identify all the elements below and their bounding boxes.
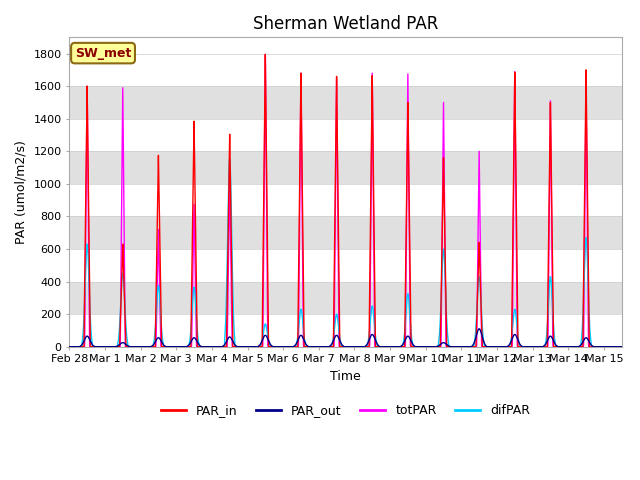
Bar (69, 282, 621, 314)
Text: SW_met: SW_met (75, 47, 131, 60)
Bar (69, 151, 621, 184)
Legend: PAR_in, PAR_out, totPAR, difPAR: PAR_in, PAR_out, totPAR, difPAR (156, 399, 536, 422)
Bar (69, 86, 621, 119)
Bar (69, 216, 621, 249)
Y-axis label: PAR (umol/m2/s): PAR (umol/m2/s) (15, 140, 28, 244)
Title: Sherman Wetland PAR: Sherman Wetland PAR (253, 15, 438, 33)
X-axis label: Time: Time (330, 370, 361, 383)
